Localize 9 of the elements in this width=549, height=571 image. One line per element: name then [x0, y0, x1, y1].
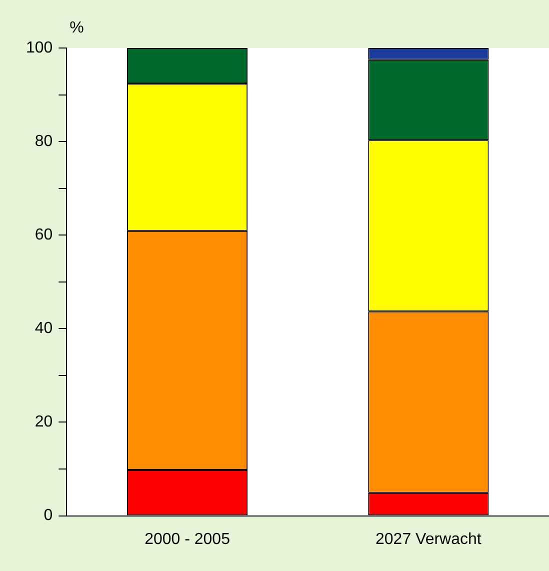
- y-axis-title: %: [70, 19, 84, 36]
- x-tick-label: 2027 Verwacht: [375, 530, 482, 548]
- x-tick-label: 2000 - 2005: [144, 530, 230, 548]
- y-tick-label: 60: [34, 226, 53, 244]
- y-tick-label: 40: [34, 320, 53, 338]
- y-tick-label: 0: [44, 507, 53, 524]
- y-tick-label: 80: [34, 132, 53, 150]
- y-tick-label: 100: [26, 39, 53, 56]
- y-tick-label: 20: [34, 414, 53, 431]
